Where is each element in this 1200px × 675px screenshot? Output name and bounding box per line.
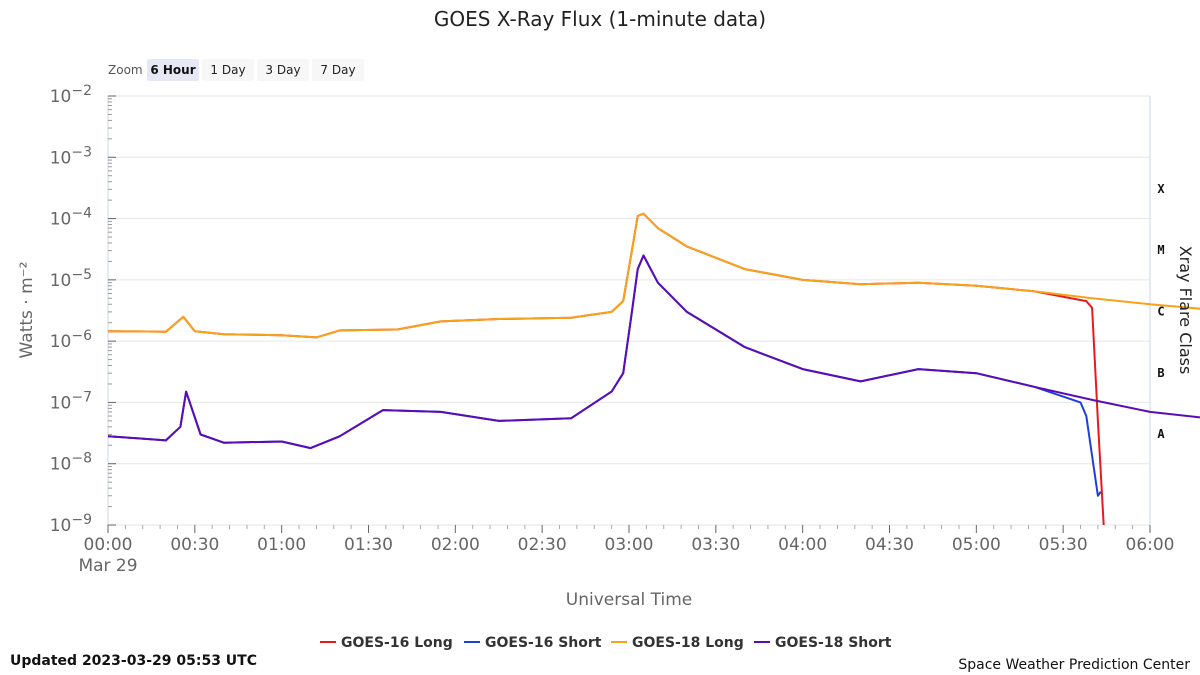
x-tick-label: 06:00: [1126, 535, 1175, 555]
legend: GOES-16 Long GOES-16 Short GOES-18 Long GOE…: [320, 635, 892, 651]
y-tick-label: 10−9: [50, 512, 92, 536]
x-tick-label: 05:30: [1039, 535, 1088, 555]
series-line: [107, 254, 1200, 450]
x-tick-label: 04:00: [778, 535, 827, 555]
y-axis-title: Watts · m⁻²: [17, 262, 37, 359]
x-tick-label: 01:30: [344, 535, 393, 555]
x-tick-label: 00:30: [170, 535, 219, 555]
legend-item-label: GOES-16 Long: [341, 635, 453, 651]
series-lines: [107, 212, 1200, 526]
updated-timestamp: Updated 2023-03-29 05:53 UTC: [10, 653, 257, 669]
flare-class-label: A: [1157, 427, 1165, 441]
chart-title: GOES X-Ray Flux (1-minute data): [434, 7, 766, 31]
y-tick-label: 10−5: [50, 267, 92, 291]
x-axis-title: Universal Time: [566, 590, 692, 610]
plot-border: [107, 95, 1151, 526]
zoom-button-1-day[interactable]: 1 Day: [202, 59, 254, 81]
grid-lines: [107, 95, 1151, 526]
x-tick-label: 03:30: [691, 535, 740, 555]
y-tick-label: 10−3: [50, 144, 92, 168]
y-tick-label: 10−7: [50, 389, 92, 413]
zoom-button-label: 6 Hour: [150, 63, 195, 77]
y-axis: 10−2 10−3 10−4 10−5 10−6 10−7 10−8 10−9: [50, 83, 116, 536]
zoom-label: Zoom: [108, 63, 143, 77]
x-tick-label: 02:30: [518, 535, 567, 555]
x-tick-label: 00:00: [84, 535, 133, 555]
series-line: [107, 254, 1102, 497]
x-tick-label: 04:30: [865, 535, 914, 555]
zoom-button-7-day[interactable]: 7 Day: [312, 59, 364, 81]
flare-class-axis: X M C B A: [1157, 182, 1165, 441]
zoom-button-label: 7 Day: [320, 63, 355, 77]
zoom-button-3-day[interactable]: 3 Day: [257, 59, 309, 81]
flare-class-label: X: [1157, 182, 1165, 196]
x-tick-label: 01:00: [257, 535, 306, 555]
right-axis-title: Xray Flare Class: [1176, 246, 1195, 375]
legend-item-label: GOES-18 Short: [775, 635, 892, 651]
x-tick-label: 03:00: [605, 535, 654, 555]
y-tick-label: 10−2: [50, 83, 92, 107]
zoom-button-label: 3 Day: [265, 63, 300, 77]
series-line: [107, 212, 1200, 339]
zoom-button-6-hour[interactable]: 6 Hour: [147, 59, 199, 81]
credit-text: Space Weather Prediction Center: [958, 657, 1190, 673]
x-axis-date-label: Mar 29: [78, 556, 137, 576]
zoom-controls: Zoom 6 Hour 1 Day 3 Day 7 Day: [108, 59, 364, 81]
x-tick-label: 05:00: [952, 535, 1001, 555]
legend-item-label: GOES-16 Short: [485, 635, 602, 651]
flare-class-label: C: [1157, 305, 1164, 319]
series-line: [107, 212, 1105, 526]
y-tick-label: 10−8: [50, 451, 92, 475]
legend-item-label: GOES-18 Long: [632, 635, 744, 651]
x-axis: 00:00 00:30 01:00 01:30 02:00 02:30 03:00 03:30…: [84, 525, 1175, 555]
flare-class-label: M: [1157, 243, 1164, 257]
flare-class-label: B: [1157, 366, 1164, 380]
y-tick-label: 10−4: [50, 206, 92, 230]
x-tick-label: 02:00: [431, 535, 480, 555]
zoom-button-label: 1 Day: [210, 63, 245, 77]
y-tick-label: 10−6: [50, 328, 92, 352]
